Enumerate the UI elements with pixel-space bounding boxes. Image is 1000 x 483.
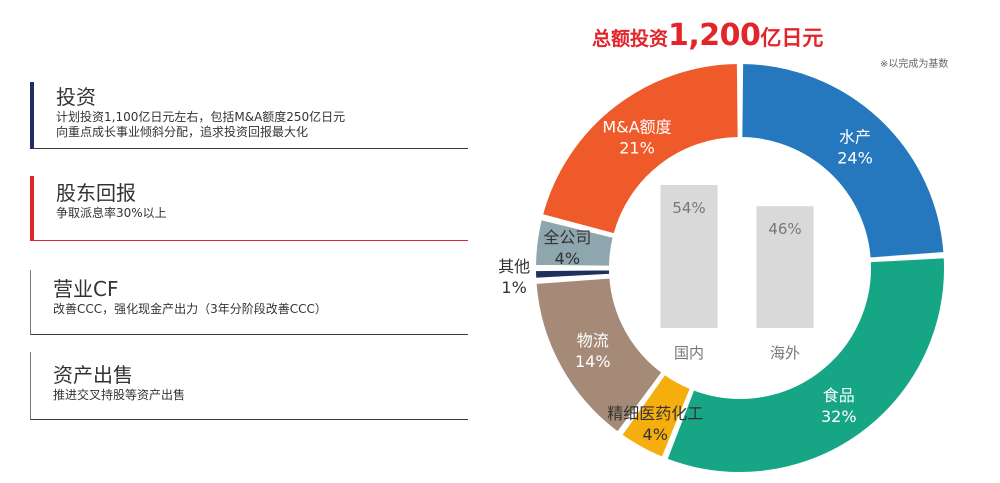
bar-0 — [660, 185, 718, 328]
slice-value-1: 32% — [821, 407, 857, 426]
investment-desc-line-1: 计划投资1,100亿日元左右，包括M&A额度250亿日元 — [56, 110, 346, 124]
bar-category-label-0: 国内 — [674, 344, 704, 362]
donut-slice-1 — [665, 256, 946, 474]
bar-value-label-0: 54% — [672, 199, 705, 217]
slice-label-6: M&A额度 — [602, 117, 671, 136]
bar-category-label-1: 海外 — [770, 344, 800, 362]
investment-donut-chart: 水产 24% 食品 32% 精细医药化工 4% 物流 14% 其他 1% 全公司 4% M&A额度 21%… — [498, 62, 946, 474]
donut-slice-2 — [619, 372, 693, 460]
slice-value-3: 14% — [575, 352, 611, 371]
operating-cf-item: 营业CF 改善CCC，强化现金产出力（3年分阶段改善CCC） — [30, 270, 468, 335]
footnote: ※以完成为基数 — [880, 59, 949, 70]
bar-1 — [756, 206, 814, 328]
slice-value-6: 21% — [619, 138, 655, 157]
asset-sale-title: 资产出售 — [53, 363, 133, 387]
investment-item: 投资 计划投资1,100亿日元左右，包括M&A额度250亿日元 向重点成长事业倾… — [30, 82, 468, 149]
donut-slice-5 — [534, 217, 615, 268]
slice-label-2: 精细医药化工 — [607, 404, 703, 423]
slice-label-3: 物流 — [577, 331, 609, 350]
operating-cf-title: 营业CF — [53, 277, 119, 301]
shareholder-return-item: 股东回报 争取派息率30%以上 — [30, 176, 468, 241]
slice-label-0: 水产 — [839, 128, 871, 147]
donut-slice-4 — [534, 268, 612, 280]
asset-sale-desc: 推进交叉持股等资产出售 — [53, 388, 186, 402]
bar-value-label-1: 46% — [768, 220, 801, 238]
total-prefix: 总额投资 — [592, 28, 669, 50]
total-investment-heading: 总额投资1,200亿日元 — [592, 18, 823, 53]
slice-value-2: 4% — [643, 425, 668, 444]
slice-value-0: 24% — [837, 149, 873, 168]
donut-slice-3 — [534, 276, 664, 434]
slice-value-4: 1% — [501, 278, 526, 297]
investment-title: 投资 — [56, 85, 96, 109]
shareholder-return-desc: 争取派息率30%以上 — [56, 206, 167, 220]
operating-cf-desc: 改善CCC，强化现金产出力（3年分阶段改善CCC） — [53, 302, 327, 316]
donut-slice-6 — [540, 62, 740, 236]
donut-slice-0 — [740, 62, 946, 260]
slice-label-5: 全公司 — [543, 228, 591, 247]
shareholder-return-title: 股东回报 — [56, 181, 136, 205]
total-unit: 亿日元 — [760, 26, 824, 50]
slice-label-4: 其他 — [498, 257, 530, 276]
slice-value-5: 4% — [555, 249, 580, 268]
investment-desc-line-2: 向重点成长事业倾斜分配，追求投资回报最大化 — [56, 125, 309, 139]
slice-label-1: 食品 — [823, 386, 855, 405]
asset-sale-item: 资产出售 推进交叉持股等资产出售 — [30, 352, 468, 420]
total-amount: 1,200 — [668, 18, 761, 53]
